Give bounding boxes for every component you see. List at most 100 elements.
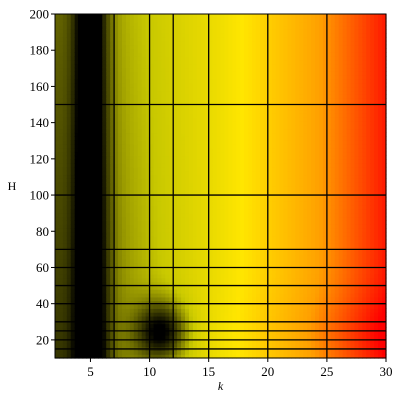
heatmap-cell bbox=[228, 148, 233, 152]
heatmap-cell bbox=[228, 163, 233, 167]
heatmap-cell bbox=[154, 18, 159, 22]
heatmap-cell bbox=[118, 33, 123, 37]
heatmap-cell bbox=[157, 159, 162, 163]
heatmap-cell bbox=[252, 37, 257, 41]
heatmap-cell bbox=[217, 167, 222, 171]
heatmap-cell bbox=[63, 167, 68, 171]
heatmap-cell bbox=[106, 297, 111, 301]
heatmap-cell bbox=[185, 301, 190, 305]
heatmap-cell bbox=[157, 350, 162, 354]
heatmap-cell bbox=[98, 217, 103, 221]
heatmap-cell bbox=[260, 270, 265, 274]
heatmap-cell bbox=[90, 33, 95, 37]
heatmap-cell bbox=[256, 33, 261, 37]
heatmap-cell bbox=[67, 304, 72, 308]
heatmap-cell bbox=[217, 98, 222, 102]
heatmap-cell bbox=[59, 335, 64, 339]
heatmap-cell bbox=[154, 220, 159, 224]
heatmap-cell bbox=[197, 167, 202, 171]
heatmap-cell bbox=[98, 140, 103, 144]
heatmap-cell bbox=[83, 52, 88, 56]
heatmap-cell bbox=[181, 167, 186, 171]
heatmap-cell bbox=[94, 71, 99, 75]
heatmap-cell bbox=[79, 228, 84, 232]
heatmap-cell bbox=[106, 136, 111, 140]
heatmap-cell bbox=[209, 152, 214, 156]
heatmap-cell bbox=[177, 262, 182, 266]
heatmap-cell bbox=[83, 190, 88, 194]
heatmap-cell bbox=[244, 324, 249, 328]
heatmap-cell bbox=[189, 293, 194, 297]
heatmap-cell bbox=[98, 205, 103, 209]
heatmap-cell bbox=[173, 155, 178, 159]
heatmap-cell bbox=[55, 167, 60, 171]
heatmap-cell bbox=[154, 68, 159, 72]
heatmap-cell bbox=[154, 217, 159, 221]
heatmap-cell bbox=[248, 56, 253, 60]
heatmap-cell bbox=[193, 236, 198, 240]
heatmap-cell bbox=[142, 48, 147, 52]
heatmap-cell bbox=[236, 308, 241, 312]
heatmap-cell bbox=[177, 163, 182, 167]
heatmap-cell bbox=[134, 232, 139, 236]
heatmap-cell bbox=[83, 98, 88, 102]
heatmap-cell bbox=[94, 201, 99, 205]
heatmap-cell bbox=[90, 240, 95, 244]
heatmap-cell bbox=[134, 125, 139, 129]
heatmap-cell bbox=[134, 29, 139, 33]
heatmap-cell bbox=[134, 178, 139, 182]
heatmap-cell bbox=[165, 79, 170, 83]
heatmap-cell bbox=[98, 60, 103, 64]
heatmap-cell bbox=[63, 79, 68, 83]
heatmap-cell bbox=[106, 194, 111, 198]
heatmap-cell bbox=[130, 167, 135, 171]
heatmap-cell bbox=[122, 331, 127, 335]
heatmap-cell bbox=[59, 301, 64, 305]
heatmap-cell bbox=[228, 205, 233, 209]
heatmap-cell bbox=[228, 117, 233, 121]
heatmap-cell bbox=[256, 324, 261, 328]
heatmap-cell bbox=[142, 312, 147, 316]
heatmap-cell bbox=[213, 289, 218, 293]
heatmap-cell bbox=[260, 316, 265, 320]
heatmap-cell bbox=[224, 335, 229, 339]
heatmap-cell bbox=[142, 52, 147, 56]
heatmap-cell bbox=[102, 148, 107, 152]
heatmap-cell bbox=[232, 79, 237, 83]
heatmap-cell bbox=[157, 209, 162, 213]
heatmap-cell bbox=[268, 18, 273, 22]
heatmap-cell bbox=[209, 25, 214, 29]
heatmap-cell bbox=[240, 14, 245, 18]
heatmap-cell bbox=[154, 197, 159, 201]
heatmap-cell bbox=[94, 56, 99, 60]
heatmap-cell bbox=[138, 255, 143, 259]
heatmap-cell bbox=[209, 236, 214, 240]
heatmap-cell bbox=[63, 209, 68, 213]
heatmap-cell bbox=[134, 87, 139, 91]
heatmap-cell bbox=[185, 121, 190, 125]
heatmap-cell bbox=[118, 255, 123, 259]
heatmap-cell bbox=[185, 175, 190, 179]
heatmap-cell bbox=[173, 224, 178, 228]
heatmap-cell bbox=[197, 217, 202, 221]
heatmap-cell bbox=[154, 335, 159, 339]
heatmap-cell bbox=[240, 190, 245, 194]
heatmap-cell bbox=[83, 220, 88, 224]
heatmap-cell bbox=[83, 232, 88, 236]
heatmap-cell bbox=[228, 113, 233, 117]
heatmap-cell bbox=[157, 289, 162, 293]
heatmap-cell bbox=[161, 125, 166, 129]
heatmap-cell bbox=[55, 90, 60, 94]
heatmap-cell bbox=[240, 175, 245, 179]
heatmap-cell bbox=[248, 270, 253, 274]
heatmap-cell bbox=[90, 48, 95, 52]
heatmap-cell bbox=[197, 25, 202, 29]
heatmap-cell bbox=[197, 41, 202, 45]
heatmap-cell bbox=[134, 201, 139, 205]
heatmap-cell bbox=[240, 87, 245, 91]
heatmap-cell bbox=[221, 25, 226, 29]
heatmap-cell bbox=[224, 29, 229, 33]
heatmap-cell bbox=[130, 289, 135, 293]
heatmap-cell bbox=[90, 232, 95, 236]
heatmap-cell bbox=[83, 331, 88, 335]
